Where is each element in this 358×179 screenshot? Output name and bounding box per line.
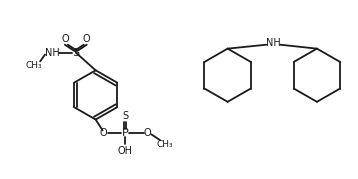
Text: OH: OH [118, 146, 133, 156]
Text: O: O [83, 34, 91, 44]
Text: CH₃: CH₃ [26, 61, 43, 70]
Text: O: O [144, 128, 151, 138]
Text: NH: NH [266, 38, 281, 48]
Text: P: P [122, 128, 129, 138]
Text: O: O [61, 34, 69, 44]
Text: CH₃: CH₃ [157, 140, 173, 149]
Text: O: O [100, 128, 107, 138]
Text: S: S [122, 111, 129, 121]
Text: S: S [72, 48, 79, 58]
Text: NH: NH [45, 48, 59, 58]
